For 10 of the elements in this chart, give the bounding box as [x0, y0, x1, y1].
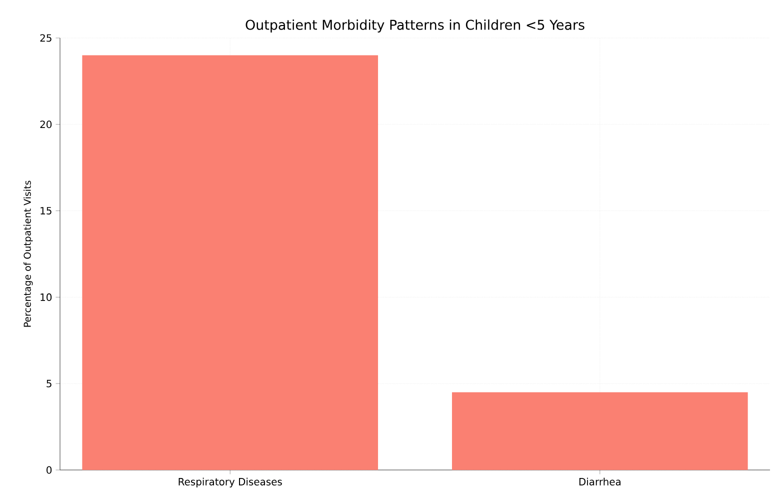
chart-title: Outpatient Morbidity Patterns in Children <5 Years	[246, 19, 584, 32]
y-tick-label: 5	[46, 380, 52, 388]
y-tick-label: 0	[46, 466, 52, 474]
y-tick-label: 10	[40, 293, 52, 301]
x-tick-label: Diarrhea	[579, 478, 620, 486]
y-tick-label: 25	[40, 34, 52, 42]
x-tick-label: Respiratory Diseases	[178, 478, 282, 488]
y-tick-label: 20	[40, 120, 52, 128]
y-axis-title: Percentage of Outpatient Visits	[24, 180, 33, 327]
y-tick-label: 15	[40, 207, 52, 214]
